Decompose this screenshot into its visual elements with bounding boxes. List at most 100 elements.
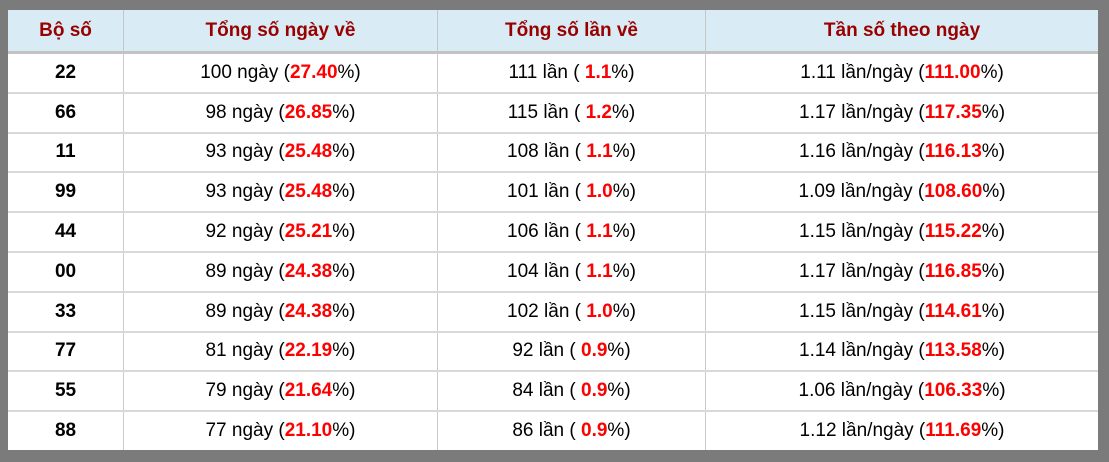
table-row: 44 92 ngày (25.21%) 106 lần ( 1.1%) 1.15… bbox=[8, 211, 1098, 252]
frequency-text: 1.06 lần/ngày ( bbox=[798, 380, 925, 402]
table-row: 77 81 ngày (22.19%) 92 lần ( 0.9%) 1.14 … bbox=[8, 330, 1098, 372]
pair-number: 44 bbox=[54, 221, 77, 243]
days-percent: 21.64 bbox=[284, 380, 333, 402]
total-days-cell: 92 ngày (25.21%) bbox=[123, 211, 438, 252]
total-times-cell: 111 lần ( 1.1%) bbox=[436, 52, 706, 93]
header-frequency-per-day: Tần số theo ngày bbox=[705, 10, 1098, 54]
frequency-text: 1.09 lần/ngày ( bbox=[798, 181, 925, 203]
days-percent: 25.21 bbox=[284, 221, 333, 243]
frequency-percent: 108.60 bbox=[924, 181, 983, 203]
frequency-text: 1.11 lần/ngày ( bbox=[800, 61, 925, 83]
days-percent: 25.48 bbox=[284, 181, 333, 203]
frequency-text-end: %) bbox=[981, 101, 1006, 123]
frequency-cell: 1.17 lần/ngày (116.85%) bbox=[705, 250, 1098, 292]
pair-number: 99 bbox=[54, 181, 77, 203]
table-row: 99 93 ngày (25.48%) 101 lần ( 1.0%) 1.09… bbox=[8, 171, 1098, 213]
times-text: 108 lần ( bbox=[507, 141, 587, 163]
times-text-end: %) bbox=[607, 380, 631, 402]
frequency-text: 1.12 lần/ngày ( bbox=[799, 420, 926, 442]
frequency-text: 1.15 lần/ngày ( bbox=[799, 221, 925, 243]
times-percent: 1.1 bbox=[586, 141, 613, 163]
pair-number-cell: 66 bbox=[8, 91, 124, 133]
pair-number-cell: 11 bbox=[8, 131, 124, 173]
days-text: 93 ngày ( bbox=[205, 141, 285, 163]
header-total-times: Tổng số lần về bbox=[436, 10, 706, 54]
times-text: 92 lần ( bbox=[512, 340, 581, 362]
total-days-cell: 98 ngày (26.85%) bbox=[123, 91, 438, 133]
total-days-cell: 100 ngày (27.40%) bbox=[123, 52, 438, 93]
pair-number: 77 bbox=[54, 340, 77, 362]
times-text: 101 lần ( bbox=[507, 181, 587, 203]
days-text-end: %) bbox=[332, 101, 356, 123]
total-times-cell: 102 lần ( 1.0%) bbox=[436, 290, 706, 332]
total-times-cell: 86 lần ( 0.9%) bbox=[436, 410, 706, 450]
times-text: 115 lần ( bbox=[507, 101, 586, 123]
frequency-text-end: %) bbox=[982, 380, 1006, 402]
times-text-end: %) bbox=[612, 300, 636, 322]
days-text-end: %) bbox=[332, 141, 356, 163]
times-text: 84 lần ( bbox=[512, 380, 581, 402]
times-text-end: %) bbox=[612, 181, 636, 203]
days-text: 98 ngày ( bbox=[205, 101, 285, 123]
times-text-end: %) bbox=[607, 420, 631, 442]
days-text-end: %) bbox=[332, 380, 356, 402]
frequency-text-end: %) bbox=[981, 300, 1006, 322]
total-times-cell: 92 lần ( 0.9%) bbox=[436, 330, 706, 372]
pair-number: 22 bbox=[54, 61, 77, 83]
frequency-percent: 113.58 bbox=[924, 340, 982, 362]
times-percent: 1.2 bbox=[585, 101, 612, 123]
pair-number: 88 bbox=[54, 420, 77, 442]
frequency-cell: 1.16 lần/ngày (116.13%) bbox=[705, 131, 1098, 173]
days-percent: 24.38 bbox=[284, 300, 333, 322]
lottery-stats-table: Bộ số Tổng số ngày về Tổng số lần về Tần… bbox=[8, 10, 1098, 450]
frequency-percent: 111.69 bbox=[925, 420, 982, 442]
days-percent: 26.85 bbox=[284, 101, 333, 123]
times-text: 102 lần ( bbox=[507, 300, 587, 322]
times-percent: 1.1 bbox=[584, 61, 612, 83]
pair-number: 66 bbox=[54, 101, 77, 123]
times-text-end: %) bbox=[612, 221, 636, 243]
pair-number-cell: 88 bbox=[8, 410, 124, 450]
frequency-percent: 106.33 bbox=[924, 380, 983, 402]
frequency-cell: 1.12 lần/ngày (111.69%) bbox=[705, 410, 1098, 450]
total-days-cell: 89 ngày (24.38%) bbox=[123, 290, 438, 332]
times-percent: 1.1 bbox=[586, 221, 613, 243]
times-text: 86 lần ( bbox=[512, 420, 581, 442]
frequency-percent: 116.13 bbox=[924, 141, 982, 163]
times-percent: 1.0 bbox=[586, 181, 613, 203]
frequency-text: 1.17 lần/ngày ( bbox=[799, 101, 925, 123]
days-text-end: %) bbox=[332, 420, 356, 442]
frequency-percent: 114.61 bbox=[924, 300, 982, 322]
total-times-cell: 101 lần ( 1.0%) bbox=[436, 171, 706, 213]
pair-number-cell: 44 bbox=[8, 211, 124, 252]
pair-number: 33 bbox=[54, 300, 77, 322]
days-text: 93 ngày ( bbox=[205, 181, 285, 203]
frequency-cell: 1.17 lần/ngày (117.35%) bbox=[705, 91, 1098, 133]
pair-number-cell: 99 bbox=[8, 171, 124, 213]
days-text: 77 ngày ( bbox=[205, 420, 285, 442]
table-body: 22 100 ngày (27.40%) 111 lần ( 1.1%) 1.1… bbox=[8, 52, 1098, 450]
days-text-end: %) bbox=[332, 300, 356, 322]
days-text-end: %) bbox=[332, 221, 356, 243]
frequency-text-end: %) bbox=[981, 141, 1006, 163]
frequency-text: 1.14 lần/ngày ( bbox=[799, 340, 925, 362]
frequency-text: 1.15 lần/ngày ( bbox=[799, 300, 925, 322]
days-percent: 27.40 bbox=[289, 61, 338, 83]
days-percent: 25.48 bbox=[284, 141, 333, 163]
times-text-end: %) bbox=[612, 260, 636, 282]
times-text-end: %) bbox=[611, 61, 635, 83]
pair-number: 55 bbox=[54, 380, 77, 402]
total-days-cell: 93 ngày (25.48%) bbox=[123, 171, 438, 213]
total-times-cell: 84 lần ( 0.9%) bbox=[436, 370, 706, 412]
pair-number: 00 bbox=[54, 260, 77, 282]
total-days-cell: 89 ngày (24.38%) bbox=[123, 250, 438, 292]
frequency-percent: 117.35 bbox=[924, 101, 982, 123]
days-text-end: %) bbox=[332, 340, 356, 362]
times-text-end: %) bbox=[612, 101, 636, 123]
times-text-end: %) bbox=[612, 141, 636, 163]
frequency-percent: 115.22 bbox=[924, 221, 982, 243]
times-text: 104 lần ( bbox=[507, 260, 587, 282]
frequency-percent: 111.00 bbox=[924, 61, 981, 83]
frequency-text-end: %) bbox=[981, 420, 1005, 442]
days-text-end: %) bbox=[332, 260, 356, 282]
